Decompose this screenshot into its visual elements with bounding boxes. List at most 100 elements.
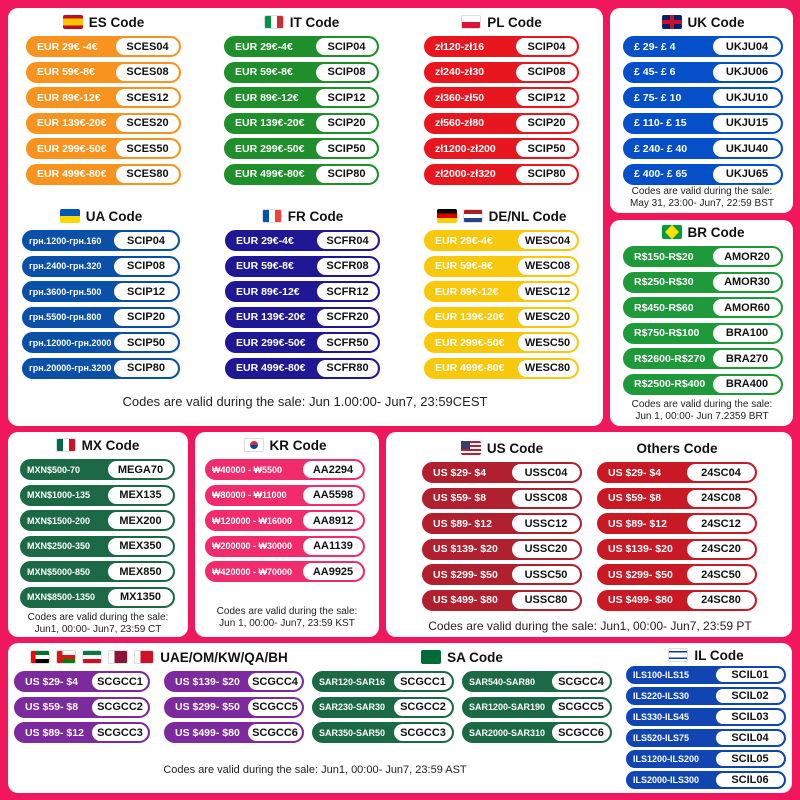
coupon-code: WESC04 <box>518 232 577 249</box>
price-discount-label: EUR 299€-50€ <box>37 142 107 155</box>
price-discount-label: ₩80000 - ₩11000 <box>212 490 287 501</box>
price-discount-label: US $499- $80 <box>608 594 673 607</box>
coupon-row: zł360-zł50 SCIP12 <box>424 87 579 109</box>
price-discount-label: MXN$8500-1350 <box>27 592 96 603</box>
coupon-row: zł240-zł30 SCIP08 <box>424 61 579 83</box>
others-code-list: US $29- $4 24SC04 US $59- $8 24SC08 US $89- … <box>597 462 757 616</box>
coupon-row: EUR 59€-8€ SCIP08 <box>224 61 379 83</box>
coupon-code: WESC08 <box>518 257 577 275</box>
price-discount-label: MXN$1000-135 <box>27 490 91 501</box>
coupon-row: SAR230-SAR30 SCGCC2 <box>312 696 454 718</box>
price-discount-label: грн.3600-грн.500 <box>29 286 102 297</box>
kr-code-group: KR Code ₩40000 - ₩5500 AA2294 ₩80000 - ₩11… <box>205 435 365 587</box>
coupon-row: US $29- $4 SCGCC1 <box>14 671 150 692</box>
price-discount-label: EUR 89€-12€ <box>236 285 300 298</box>
price-discount-label: SAR2000-SAR310 <box>469 727 546 738</box>
coupon-code: WESC50 <box>518 334 577 352</box>
uk-code-group: UK Code £ 29- £ 4 UKJU04 £ 45- £ 6 UKJU06 £ … <box>623 12 783 190</box>
coupon-code: SCIL04 <box>716 731 784 745</box>
coupon-row: EUR 59€-8€ WESC08 <box>424 255 579 277</box>
coupon-code: USSC04 <box>512 464 580 481</box>
coupon-row: ILS100-ILS15 SCIL01 <box>626 666 786 684</box>
uk-flag-icon <box>661 15 682 29</box>
coupon-code: 24SC20 <box>687 540 755 558</box>
kr-title: KR Code <box>205 435 365 455</box>
coupon-row: грн.2400-грн.320 SCIP08 <box>22 255 180 277</box>
price-discount-label: ILS220-ILS30 <box>633 691 690 701</box>
sa-title: SA Code <box>312 647 612 667</box>
mx-validity-text: Codes are valid during the sale: Jun1, 0… <box>27 612 169 635</box>
coupon-row: zł1200-zł200 SCIP50 <box>424 138 579 160</box>
il-code-group: IL Code ILS100-ILS15 SCIL01 ILS220-ILS30 SC… <box>626 646 786 792</box>
coupon-row: R$2500-R$400 BRA400 <box>623 373 783 395</box>
kr-code-list: ₩40000 - ₩5500 AA2294 ₩80000 - ₩11000 AA559… <box>205 459 365 587</box>
oman-flag-icon <box>56 650 77 664</box>
price-discount-label: EUR 299€-50€ <box>435 336 505 349</box>
coupon-code: SCIP12 <box>114 283 178 301</box>
coupon-row: MXN$8500-1350 MX1350 <box>20 586 175 608</box>
fr-code-group: FR Code EUR 29€-4€ SCFR04 EUR 59€-8€ SCFR08… <box>225 206 380 384</box>
price-discount-label: US $139- $20 <box>175 675 240 688</box>
kr-validity-text: Codes are valid during the sale: Jun 1, … <box>216 606 358 629</box>
price-discount-label: US $29- $4 <box>433 466 487 479</box>
price-discount-label: SAR540-SAR80 <box>469 676 536 687</box>
coupon-code: UKJU10 <box>713 89 781 107</box>
coupon-code: WESC12 <box>518 283 577 301</box>
coupon-code: SCGCC1 <box>92 673 148 690</box>
coupon-code: SCFR08 <box>317 257 378 275</box>
coupon-code: SCGCC2 <box>92 698 148 716</box>
price-discount-label: MXN$500-70 <box>27 464 81 475</box>
price-discount-label: US $499- $80 <box>175 726 240 739</box>
coupon-code: USSC08 <box>512 489 580 507</box>
price-discount-label: US $89- $12 <box>25 726 84 739</box>
price-discount-label: £ 110- £ 15 <box>634 117 687 130</box>
coupon-row: US $499- $80 24SC80 <box>597 589 757 611</box>
coupon-row: EUR 29€-4€ SCIP04 <box>224 36 379 57</box>
price-discount-label: ₩40000 - ₩5500 <box>212 464 283 475</box>
price-discount-label: US $59- $8 <box>25 701 79 714</box>
coupon-code: SCIP50 <box>114 334 178 352</box>
price-discount-label: R$750-R$100 <box>634 327 700 340</box>
coupon-code: SCGCC2 <box>394 698 452 716</box>
gcc-title: UAE/OM/KW/QA/BH <box>14 647 304 667</box>
coupon-code: SCES80 <box>116 165 179 183</box>
france-flag-icon <box>261 209 282 223</box>
coupon-row: EUR 139€-20€ WESC20 <box>424 306 579 328</box>
coupon-row: £ 110- £ 15 UKJU15 <box>623 112 783 134</box>
coupon-code: USSC12 <box>512 515 580 533</box>
price-discount-label: R$250-R$30 <box>634 276 694 289</box>
price-discount-label: £ 240- £ 40 <box>634 142 688 155</box>
price-discount-label: EUR 299€-50€ <box>235 142 305 155</box>
kuwait-flag-icon <box>82 650 103 664</box>
coupon-row: SAR540-SAR80 SCGCC4 <box>462 671 612 692</box>
coupon-row: EUR 59€-8€ SCFR08 <box>225 255 380 277</box>
italy-flag-icon <box>263 15 284 29</box>
coupon-row: US $499- $80 USSC80 <box>422 589 582 611</box>
price-discount-label: грн.12000-грн.2000 <box>29 337 112 348</box>
coupon-row: US $299- $50 24SC50 <box>597 564 757 586</box>
price-discount-label: ILS520-ILS75 <box>633 733 690 743</box>
coupon-row: EUR 89€-12€ SCIP12 <box>224 87 379 109</box>
coupon-row: EUR 139€-20€ SCIP20 <box>224 112 379 134</box>
price-discount-label: грн.1200-грн.160 <box>29 235 102 246</box>
others-title: Others Code <box>636 440 718 456</box>
coupon-code: SCES20 <box>116 114 179 132</box>
coupon-code: WESC20 <box>518 308 577 326</box>
uk-title: UK Code <box>623 12 783 32</box>
price-discount-label: EUR 139€-20€ <box>236 311 306 324</box>
coupon-row: SAR120-SAR16 SCGCC1 <box>312 671 454 692</box>
price-discount-label: £ 75- £ 10 <box>634 91 682 104</box>
price-discount-label: R$450-R$60 <box>634 301 694 314</box>
price-discount-label: EUR 499€-80€ <box>435 362 505 375</box>
coupon-row: zł560-zł80 SCIP20 <box>424 112 579 134</box>
mx-code-group: MX Code MXN$500-70 MEGA70 MXN$1000-135 MEX1… <box>20 435 175 613</box>
sa-code-group: SA Code SAR120-SAR16 SCGCC1 SAR230-SAR30 SC… <box>312 647 612 748</box>
coupon-code: AMOR30 <box>713 273 781 291</box>
coupon-code: SCFR20 <box>317 308 378 326</box>
coupon-row: EUR 89€-12€ SCES12 <box>26 87 181 109</box>
price-discount-label: £ 400- £ 65 <box>634 168 688 181</box>
coupon-code: SCIP50 <box>316 140 377 158</box>
coupon-code: SCGCC4 <box>248 673 302 690</box>
coupon-row: US $89- $12 USSC12 <box>422 513 582 535</box>
coupon-code: MEX350 <box>108 537 173 555</box>
